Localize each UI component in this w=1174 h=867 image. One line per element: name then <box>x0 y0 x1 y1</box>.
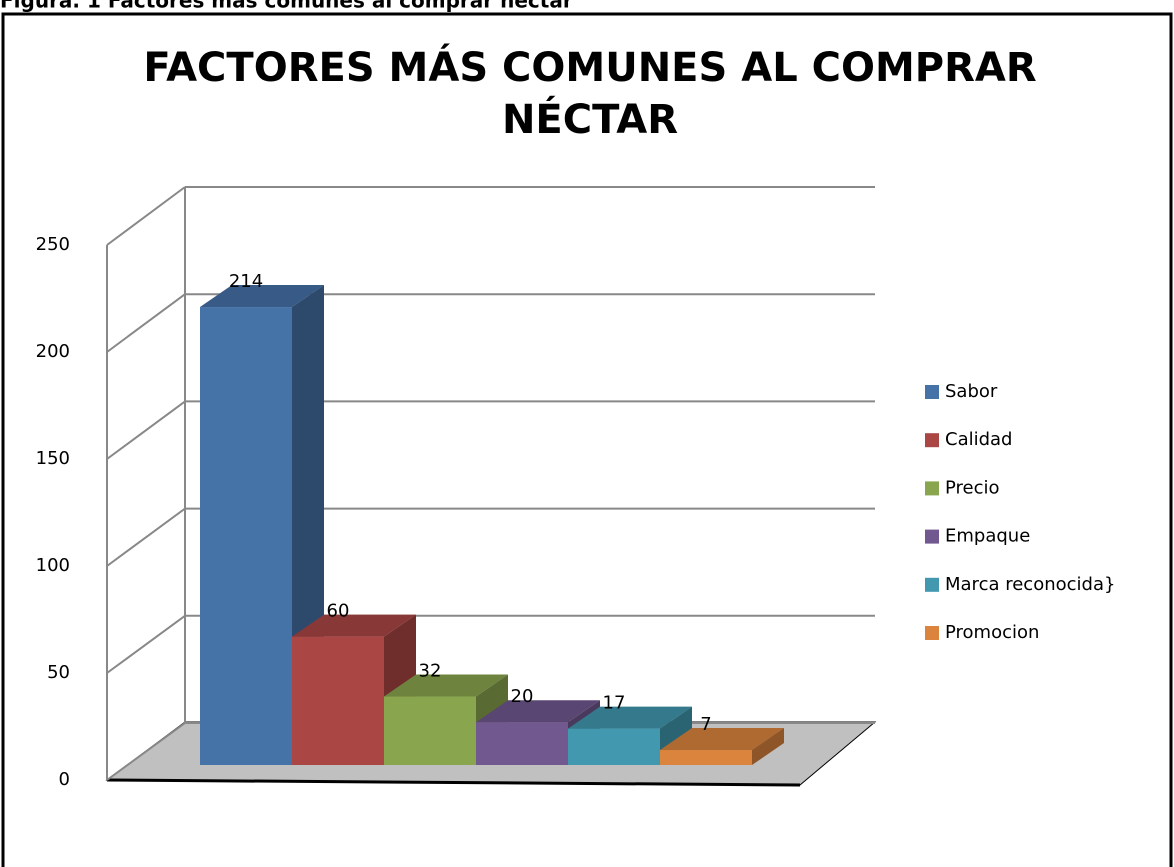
bar <box>292 636 384 765</box>
data-label: 32 <box>419 661 442 682</box>
data-label: 60 <box>327 601 350 622</box>
legend-label: Empaque <box>945 526 1030 547</box>
bar-top <box>568 706 692 729</box>
chart-title: FACTORES MÁS COMUNES AL COMPRAR <box>143 43 1036 91</box>
legend-swatch <box>925 626 939 640</box>
data-label: 20 <box>511 686 534 707</box>
bar <box>476 722 568 765</box>
legend-swatch <box>925 529 939 544</box>
legend-label: Calidad <box>945 429 1012 450</box>
y-tick-label: 200 <box>36 341 70 362</box>
y-tick-label: 250 <box>36 234 70 255</box>
grid-line <box>106 400 186 460</box>
legend-label: Precio <box>945 477 1000 498</box>
legend-label: Sabor <box>945 381 998 402</box>
caption: Figura. 1 Factores más comunes al compra… <box>0 0 573 13</box>
data-label: 214 <box>229 271 263 292</box>
grid-line <box>106 293 186 353</box>
bar-side <box>752 728 784 765</box>
bar-top <box>292 614 416 637</box>
grid-line <box>106 507 186 567</box>
data-label: 7 <box>700 714 711 735</box>
grid-line <box>106 186 186 246</box>
bar-top <box>200 285 324 308</box>
y-tick-label: 150 <box>36 448 70 469</box>
bar <box>200 307 292 765</box>
legend-label: Marca reconocida} <box>945 574 1115 595</box>
legend-label: Promocion <box>945 622 1039 643</box>
bar-top <box>384 674 508 697</box>
legend-swatch <box>925 385 939 399</box>
frame <box>1 12 1173 867</box>
data-label: 17 <box>603 693 626 714</box>
legend-swatch <box>925 481 939 496</box>
chart-title: NÉCTAR <box>502 95 678 143</box>
legend-swatch <box>925 433 939 448</box>
bar-top <box>660 728 784 751</box>
y-tick-label: 100 <box>36 555 70 576</box>
legend-swatch <box>925 577 939 592</box>
bar-top <box>476 700 600 723</box>
floor-edge <box>106 778 801 787</box>
bar <box>568 728 660 765</box>
grid-line <box>106 722 186 781</box>
y-tick-label: 0 <box>59 769 70 790</box>
bar <box>384 696 476 765</box>
grid-line <box>106 614 186 674</box>
y-tick-label: 50 <box>47 662 70 683</box>
bar <box>660 750 752 765</box>
